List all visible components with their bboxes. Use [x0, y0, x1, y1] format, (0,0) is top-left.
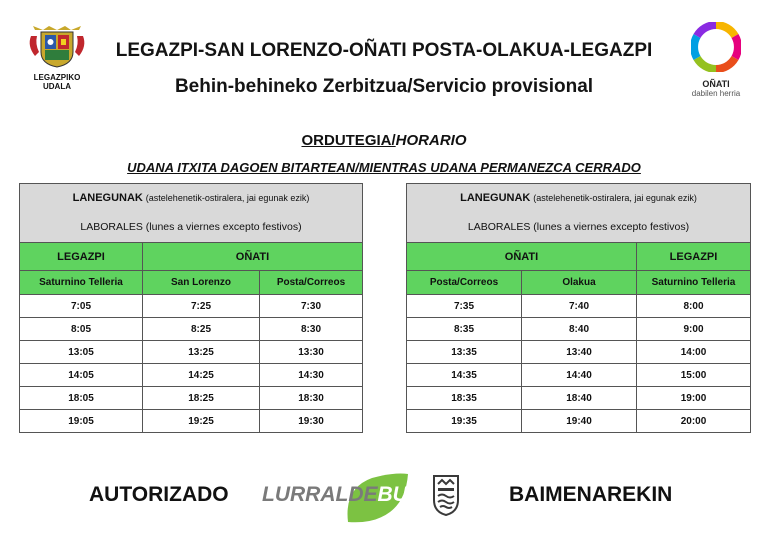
table-row: 13:35 13:40 14:00: [406, 340, 751, 364]
lurraldebus-leaf-icon: [347, 473, 408, 523]
lurraldebus-logo: LURRALDEBUS: [262, 470, 422, 526]
table-row: 18:05 18:25 18:30: [19, 386, 363, 410]
place-header: OÑATI: [406, 242, 637, 271]
authorized-eu-label: BAIMENAREKIN: [509, 483, 673, 506]
table-row: 14:05 14:25 14:30: [19, 363, 363, 387]
time-cell: 14:40: [521, 363, 637, 387]
time-cell: 13:35: [406, 340, 522, 364]
time-cell: 14:00: [636, 340, 751, 364]
time-cell: 8:35: [406, 317, 522, 341]
table-row: 14:35 14:40 15:00: [406, 363, 751, 387]
time-cell: 8:30: [259, 317, 363, 341]
place-header: LEGAZPI: [636, 242, 751, 271]
schedule-heading-sep: /: [391, 132, 396, 149]
table-row: 7:35 7:40 8:00: [406, 294, 751, 318]
table-row: 8:35 8:40 9:00: [406, 317, 751, 341]
time-cell: 8:05: [19, 317, 143, 341]
table-row: 18:35 18:40 19:00: [406, 386, 751, 410]
time-cell: 18:30: [259, 386, 363, 410]
onati-logo-tagline: dabilen herria: [691, 89, 741, 98]
time-cell: 18:40: [521, 386, 637, 410]
days-eu-label: LANEGUNAK: [72, 192, 143, 204]
time-cell: 9:00: [636, 317, 751, 341]
time-cell: 18:25: [142, 386, 260, 410]
days-eu-detail: (astelehenetik-ostiralera, jai egunak ez…: [533, 193, 697, 203]
gipuzkoa-shield-icon: [433, 475, 459, 517]
time-cell: 19:40: [521, 409, 637, 433]
time-cell: 7:40: [521, 294, 637, 318]
onati-logo-name: OÑATI: [702, 79, 730, 89]
days-eu-label: LANEGUNAK: [460, 192, 531, 204]
time-cell: 14:35: [406, 363, 522, 387]
onati-ring-icon: [690, 21, 742, 73]
time-cell: 13:05: [19, 340, 143, 364]
place-header: LEGAZPI: [19, 242, 143, 271]
time-cell: 19:05: [19, 409, 143, 433]
coat-of-arms-icon: [29, 26, 85, 68]
timetable-onati-legazpi: LANEGUNAK (astelehenetik-ostiralera, jai…: [406, 183, 751, 433]
table-row: 8:05 8:25 8:30: [19, 317, 363, 341]
lurraldebus-part2: BUS: [377, 483, 422, 506]
time-cell: 8:00: [636, 294, 751, 318]
time-cell: 19:00: [636, 386, 751, 410]
schedule-condition: UDANA ITXITA DAGOEN BITARTEAN/MIENTRAS U…: [127, 160, 641, 175]
table-row: 13:05 13:25 13:30: [19, 340, 363, 364]
table-row: 19:05 19:25 19:30: [19, 409, 363, 433]
stop-header: San Lorenzo: [142, 270, 260, 295]
stop-header: Posta/Correos: [259, 270, 363, 295]
time-cell: 7:35: [406, 294, 522, 318]
days-header: LANEGUNAK (astelehenetik-ostiralera, jai…: [406, 183, 751, 243]
time-cell: 19:35: [406, 409, 522, 433]
route-title: LEGAZPI-SAN LORENZO-OÑATI POSTA-OLAKUA-L…: [115, 40, 653, 61]
time-cell: 7:25: [142, 294, 260, 318]
time-cell: 14:05: [19, 363, 143, 387]
time-cell: 20:00: [636, 409, 751, 433]
table-row: 19:35 19:40 20:00: [406, 409, 751, 433]
time-cell: 7:30: [259, 294, 363, 318]
schedule-heading-eu: ORDUTEGIA: [301, 132, 392, 149]
legazpi-logo-line1: LEGAZPIKO: [33, 73, 81, 82]
days-header: LANEGUNAK (astelehenetik-ostiralera, jai…: [19, 183, 363, 243]
time-cell: 18:05: [19, 386, 143, 410]
time-cell: 13:25: [142, 340, 260, 364]
time-cell: 15:00: [636, 363, 751, 387]
lurraldebus-part1: LURRALDE: [262, 483, 378, 506]
stop-header: Posta/Correos: [406, 270, 522, 295]
time-cell: 13:40: [521, 340, 637, 364]
onati-logo: OÑATI dabilen herria: [682, 21, 750, 98]
lurraldebus-wordmark: LURRALDEBUS: [262, 483, 422, 507]
time-cell: 8:40: [521, 317, 637, 341]
timetable-legazpi-onati: LANEGUNAK (astelehenetik-ostiralera, jai…: [19, 183, 363, 433]
days-eu-detail: (astelehenetik-ostiralera, jai egunak ez…: [145, 193, 310, 203]
time-cell: 7:05: [19, 294, 143, 318]
legazpi-logo-line2: UDALA: [43, 82, 71, 91]
time-cell: 19:25: [142, 409, 260, 433]
place-header: OÑATI: [142, 242, 363, 271]
stop-header: Saturnino Telleria: [19, 270, 143, 295]
authorized-es-label: AUTORIZADO: [89, 483, 229, 506]
legazpi-logo: LEGAZPIKO UDALA: [25, 24, 89, 91]
schedule-heading: ORDUTEGIA/HORARIO: [0, 132, 768, 149]
service-subtitle: Behin-behineko Zerbitzua/Servicio provis…: [174, 76, 594, 97]
time-cell: 14:25: [142, 363, 260, 387]
days-es-label: LABORALES (lunes a viernes excepto festi…: [80, 221, 302, 233]
gipuzkoa-logo: [431, 474, 461, 521]
time-cell: 8:25: [142, 317, 260, 341]
time-cell: 13:30: [259, 340, 363, 364]
schedule-heading-es: HORARIO: [395, 132, 467, 149]
stop-header: Saturnino Telleria: [636, 270, 751, 295]
table-row: 7:05 7:25 7:30: [19, 294, 363, 318]
time-cell: 18:35: [406, 386, 522, 410]
days-es-label: LABORALES (lunes a viernes excepto festi…: [467, 221, 690, 233]
stop-header: Olakua: [521, 270, 637, 295]
time-cell: 19:30: [259, 409, 363, 433]
time-cell: 14:30: [259, 363, 363, 387]
